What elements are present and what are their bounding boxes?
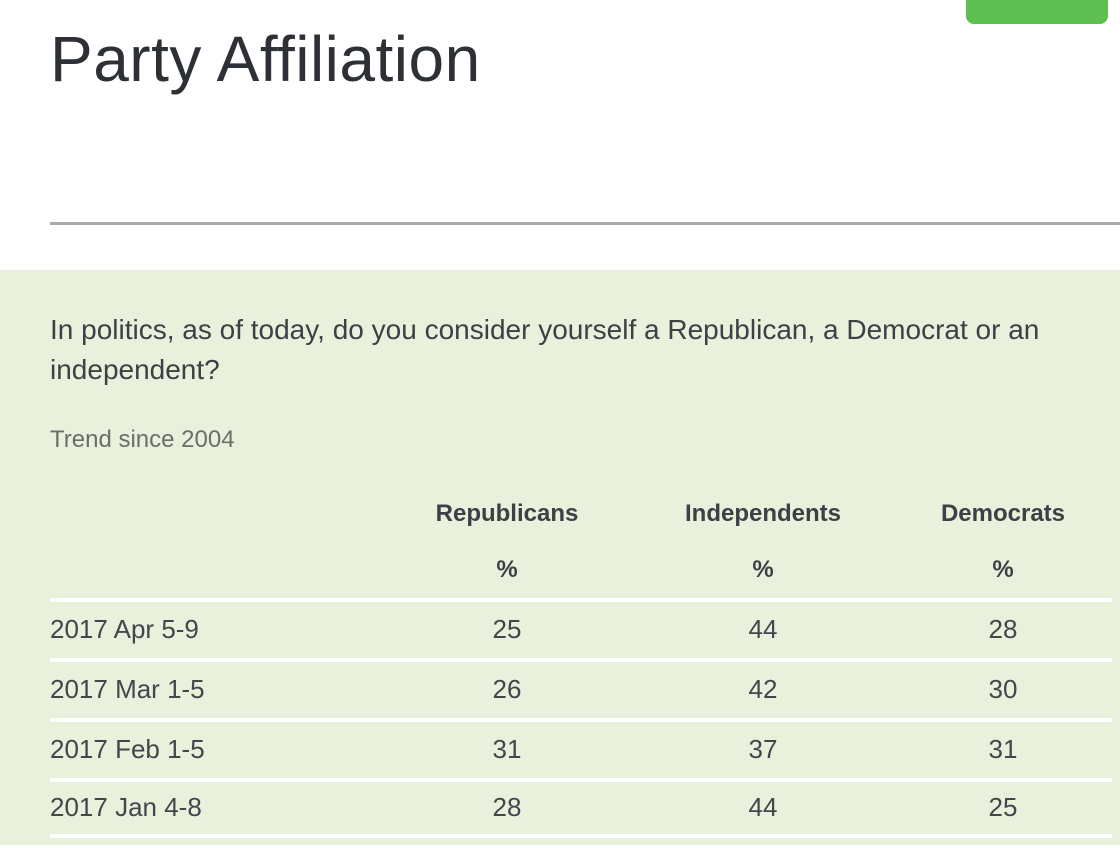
row-value-independents: 37	[748, 734, 778, 765]
divider	[50, 221, 1120, 225]
row-value-republicans: 28	[492, 792, 522, 823]
row-value-republicans: 26	[492, 674, 522, 705]
table-unit-row: % % %	[50, 556, 1112, 598]
table-row: 2017 Jan 4-8 28 44 25	[50, 777, 1112, 838]
row-value-independents: 44	[748, 614, 778, 645]
table-row: 2017 Apr 5-9 25 44 28	[50, 597, 1112, 658]
table-row: 2017 Feb 1-5 31 37 31	[50, 717, 1112, 778]
column-header-democrats: Democrats	[940, 499, 1066, 527]
row-date: 2017 Jan 4-8	[50, 792, 202, 823]
row-value-independents: 44	[748, 792, 778, 823]
row-date: 2017 Mar 1-5	[50, 674, 205, 705]
table-row: 2017 Mar 1-5 26 42 30	[50, 657, 1112, 718]
row-date: 2017 Feb 1-5	[50, 734, 205, 765]
unit-democrats: %	[992, 555, 1014, 583]
page-title: Party Affiliation	[50, 23, 481, 95]
row-value-democrats: 30	[988, 674, 1018, 705]
row-value-independents: 42	[748, 674, 778, 705]
unit-independents: %	[752, 555, 774, 583]
row-value-democrats: 28	[988, 614, 1018, 645]
table-header-row: Republicans Independents Democrats	[50, 500, 1112, 556]
row-date: 2017 Apr 5-9	[50, 614, 199, 645]
row-value-democrats: 31	[988, 734, 1018, 765]
party-affiliation-table: Republicans Independents Democrats % % %…	[50, 500, 1112, 838]
header-action-button[interactable]	[966, 0, 1108, 24]
row-value-republicans: 31	[492, 734, 522, 765]
column-header-independents: Independents	[684, 499, 841, 527]
poll-section: In politics, as of today, do you conside…	[0, 269, 1120, 845]
row-value-republicans: 25	[492, 614, 522, 645]
poll-question: In politics, as of today, do you conside…	[50, 313, 1040, 385]
column-header-republicans: Republicans	[435, 499, 579, 527]
unit-republicans: %	[496, 555, 518, 583]
row-value-democrats: 25	[988, 792, 1018, 823]
trend-note: Trend since 2004	[50, 425, 235, 453]
